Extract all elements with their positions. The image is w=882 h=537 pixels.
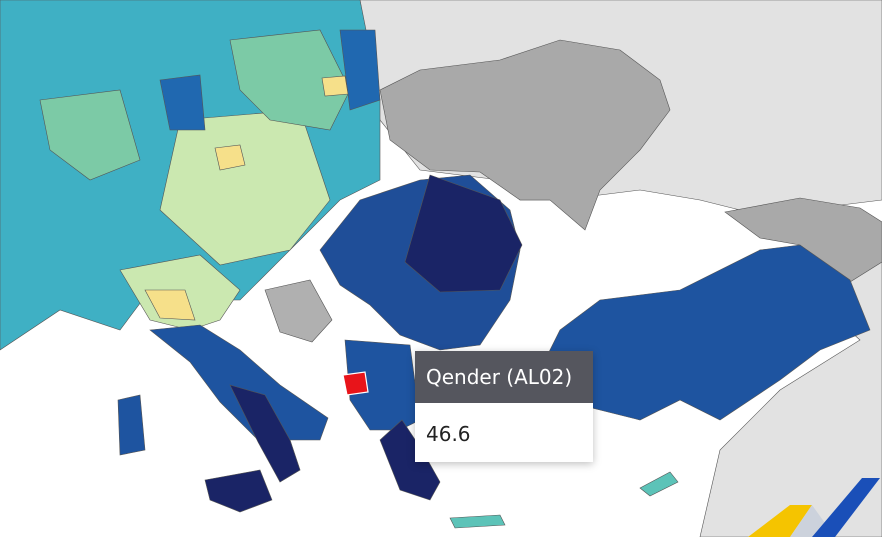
- region-sardinia[interactable]: [117, 394, 146, 456]
- logo-blue: [812, 478, 880, 537]
- region-dark-2[interactable]: [339, 29, 381, 111]
- region-romania[interactable]: [404, 174, 523, 293]
- tooltip-value: 46.6: [415, 403, 593, 462]
- region-cyprus[interactable]: [639, 471, 679, 497]
- land-russia-south: [724, 197, 882, 283]
- region-dark-1[interactable]: [159, 74, 206, 131]
- region-yellow-2[interactable]: [144, 289, 196, 321]
- region-yellow-1[interactable]: [214, 144, 246, 171]
- region-bosnia: [264, 279, 333, 343]
- region-west-green[interactable]: [39, 89, 141, 181]
- region-crete[interactable]: [449, 514, 506, 529]
- logo-yellow: [748, 505, 812, 537]
- region-sicily[interactable]: [204, 469, 273, 513]
- region-greece-south[interactable]: [379, 419, 441, 501]
- region-albania-selected[interactable]: [342, 371, 369, 396]
- region-south-italy[interactable]: [229, 384, 301, 483]
- tooltip: Qender (AL02) 46.6: [415, 351, 593, 462]
- region-central-2[interactable]: [229, 29, 351, 131]
- region-yellow-3[interactable]: [321, 75, 349, 97]
- tooltip-title: Qender (AL02): [415, 351, 593, 403]
- land-ukraine: [379, 39, 671, 231]
